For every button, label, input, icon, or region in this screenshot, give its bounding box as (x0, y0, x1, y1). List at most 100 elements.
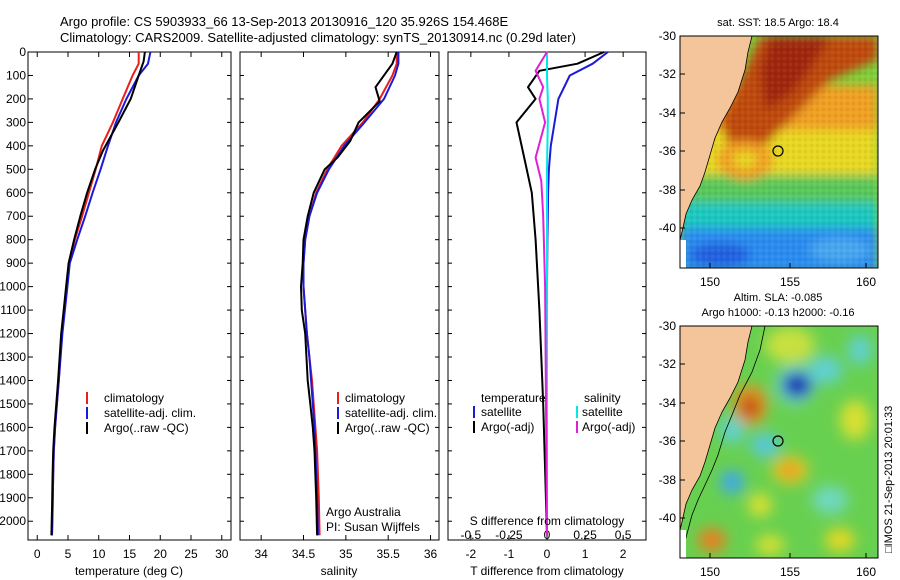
x-tick-label: 2 (620, 547, 627, 561)
x-tick-label: 0 (34, 547, 41, 561)
sla-map-title-line2: Argo h1000: -0.13 h2000: -0.16 (702, 307, 855, 319)
legend-label-temperature-satellite: satellite (481, 405, 522, 419)
lat-tick-label: -34 (659, 106, 677, 120)
x-tick-label: 35 (339, 547, 353, 561)
x-tick-label: 20 (154, 547, 168, 561)
x-tick-label: 25 (184, 547, 198, 561)
depth-tick-label: 1900 (0, 491, 26, 505)
imos-timestamp: □IMOS 21-Sep-2013 20:01:33 (883, 406, 895, 553)
x-tick-label: 0 (544, 547, 551, 561)
legend-label-climatology: climatology (104, 391, 164, 405)
legend-label-satellite: satellite-adj. clim. (104, 406, 196, 420)
depth-tick-label: 1400 (0, 373, 26, 387)
sla-low-cyan-west (720, 416, 744, 444)
series-line-argo-raw-qc- (50, 51, 146, 536)
salinity-x-axis: 34 34.5 35 35.5 36 (254, 52, 438, 561)
sla-map-frame (679, 325, 879, 559)
lat-tick-label: -40 (659, 221, 677, 235)
sla-high-orange-south (781, 463, 799, 477)
sst-map-title: sat. SST: 18.5 Argo: 18.4 (717, 17, 839, 29)
temperature-series (50, 51, 152, 536)
x-tick-label: 35.5 (377, 547, 401, 561)
figure-title-line1: Argo profile: CS 5903933_66 13-Sep-2013 … (60, 14, 508, 29)
sla-low-navy (790, 379, 804, 391)
sla-low-cyan-southeast (812, 486, 848, 514)
sla-map-title-line1: Altim. SLA: -0.085 (734, 292, 823, 304)
series-line-temperature-satellite (546, 51, 609, 536)
lat-tick-label: -38 (659, 183, 677, 197)
series-line-argo-raw-qc- (300, 51, 398, 536)
salinity-legend: climatology satellite-adj. clim. Argo(..… (337, 391, 437, 435)
lat-tick-label: -32 (659, 67, 677, 81)
depth-tick-label: 1500 (0, 397, 26, 411)
sla-argo-location-marker (772, 435, 784, 447)
lat-tick-label: -30 (659, 29, 677, 43)
depth-tick-label: 1600 (0, 420, 26, 434)
sla-low-blue-southwest (720, 470, 744, 494)
series-line-climatology (302, 52, 398, 536)
temperature-legend: climatology satellite-adj. clim. Argo(..… (86, 391, 196, 435)
sla-high-yellow-south-center (756, 535, 784, 555)
x-tick-label: -2 (466, 547, 477, 561)
s-tick-label: -0.25 (495, 528, 523, 542)
temperature-xlabel: temperature (deg C) (75, 564, 183, 578)
salinity-axes-frame (239, 51, 440, 541)
x-tick-label: 10 (92, 547, 106, 561)
lat-tick-label: -40 (659, 511, 677, 525)
sla-high-yellow-far-southeast (825, 528, 855, 552)
depth-tick-label: 1100 (0, 303, 26, 317)
lat-tick-label: -38 (659, 473, 677, 487)
credit-argo-australia: Argo Australia (326, 505, 401, 519)
credit-pi: PI: Susan Wijffels (326, 520, 420, 534)
legend-label-argo: Argo(..raw -QC) (345, 421, 430, 435)
legend-header-temperature: temperature (481, 391, 546, 405)
lat-tick-label: -32 (659, 357, 677, 371)
legend-label-salinity-satellite: satellite (582, 405, 623, 419)
temperature-axes-frame (27, 51, 232, 541)
sla-isobath (681, 326, 766, 558)
depth-axis: 0 100 200 300 400 500 600 700 800 900 1000 1100 1200… (0, 45, 646, 528)
x-tick-label: 1 (582, 547, 589, 561)
depth-tick-label: 2000 (0, 514, 26, 528)
temperature-x-axis: 0 5 10 15 20 25 30 (34, 52, 229, 561)
series-line-temperature-argo-adj- (515, 51, 605, 536)
sst-land (680, 36, 753, 241)
depth-tick-label: 500 (6, 162, 26, 176)
depth-tick-label: 1800 (0, 467, 26, 481)
x-tick-label: -1 (504, 547, 515, 561)
s-tick-label: 0.25 (573, 528, 597, 542)
lon-tick-label: 160 (856, 275, 876, 289)
depth-tick-label: 0 (19, 45, 26, 59)
difference-legend: temperature salinity satellite Argo(-adj… (473, 391, 635, 434)
depth-tick-label: 900 (6, 256, 26, 270)
sla-land (680, 326, 753, 531)
legend-label-argo: Argo(..raw -QC) (104, 421, 189, 435)
sla-high-lightyellow-north (765, 327, 815, 363)
sla-blank-strip (680, 530, 686, 558)
lat-tick-label: -36 (659, 144, 677, 158)
depth-tick-label: 200 (6, 92, 26, 106)
sla-high-yellow-east (840, 400, 870, 440)
sst-map-frame (679, 35, 879, 269)
lon-tick-label: 160 (856, 565, 876, 579)
legend-label-temperature-argo: Argo(-adj) (481, 420, 534, 434)
x-tick-label: 30 (215, 547, 229, 561)
sst-blank-strip (680, 240, 686, 268)
lon-tick-label: 150 (700, 275, 720, 289)
series-line-salinity-satellite (546, 52, 549, 536)
sst-map (680, 36, 878, 268)
sst-map-axes: 150 155 160 -30 -32 -34 -36 -38 -40 (659, 29, 877, 289)
depth-tick-label: 400 (6, 139, 26, 153)
legend-header-salinity: salinity (584, 391, 621, 405)
depth-tick-label: 100 (6, 68, 26, 82)
sla-map-axes: 150 155 160 -30 -32 -34 -36 -38 -40 (659, 319, 877, 579)
legend-label-salinity-argo: Argo(-adj) (582, 420, 635, 434)
lon-tick-label: 150 (700, 565, 720, 579)
sla-high-yellow-southwest (748, 493, 772, 517)
x-tick-label: 34 (254, 547, 268, 561)
legend-label-climatology: climatology (345, 391, 405, 405)
series-line-satellite-adj-clim- (51, 51, 152, 536)
sla-low-cyan-north (807, 356, 843, 384)
depth-tick-label: 1200 (0, 327, 26, 341)
